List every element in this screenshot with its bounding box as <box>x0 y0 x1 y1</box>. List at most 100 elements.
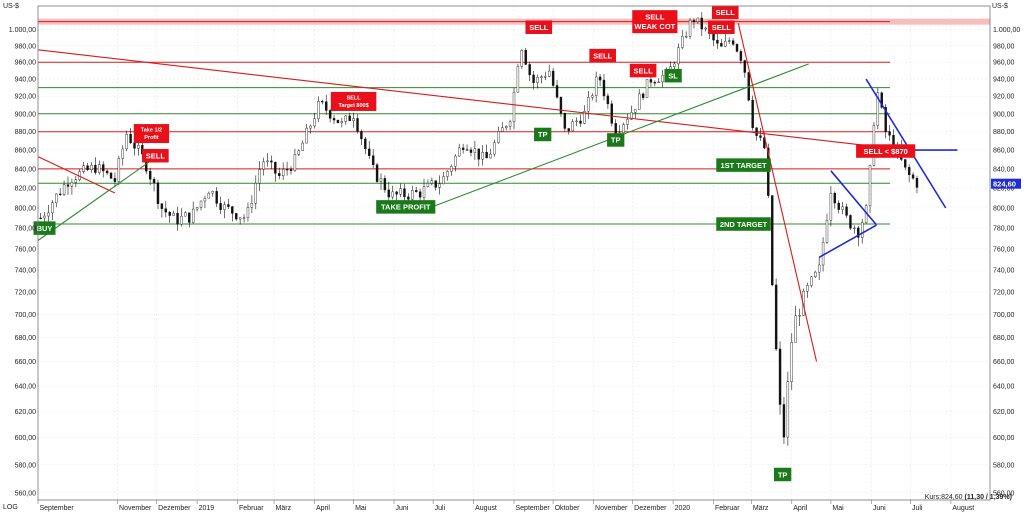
signal-label-box <box>33 221 56 235</box>
candle-body <box>860 222 864 238</box>
candle-body <box>364 138 367 150</box>
signal-label-line: TAKE PROFIT <box>381 203 431 212</box>
y-tick-label-right: 560,00 <box>993 490 1015 497</box>
candle-body <box>853 227 856 229</box>
x-tick-label: März <box>753 505 769 512</box>
y-tick-label-right: 900,00 <box>993 111 1015 118</box>
signal-label-line: SELL <box>146 151 166 160</box>
candle-body <box>504 126 508 129</box>
y-tick-label-left: 820,00 <box>15 186 37 193</box>
y-tick-label-left: 1.000,00 <box>9 27 36 34</box>
candle-body <box>821 242 825 266</box>
signal-label-text: TAKE PROFIT <box>381 203 431 212</box>
candle-body <box>438 183 441 188</box>
candle-body <box>540 76 543 78</box>
candle-body <box>727 40 731 42</box>
signal-label: SELL <box>525 20 553 34</box>
candle-body <box>814 271 817 278</box>
signal-label-box <box>376 200 436 214</box>
candle-body <box>332 118 336 121</box>
signal-label-box <box>856 144 916 158</box>
candle-body <box>313 118 316 127</box>
candle-body <box>43 215 46 219</box>
signal-label-text: SELL <box>712 23 732 32</box>
candle-body <box>602 79 606 97</box>
candle-body <box>62 184 66 195</box>
x-tick-label: Mai <box>832 505 844 512</box>
signal-label-text: TP <box>778 470 788 479</box>
y-tick-label-left: 780,00 <box>15 226 37 233</box>
signal-label: SELL <box>711 5 739 19</box>
candle-body <box>199 200 203 208</box>
candle-body <box>191 208 195 223</box>
candle-body <box>391 191 394 198</box>
candle-body <box>375 164 379 182</box>
candle-body <box>274 161 277 174</box>
x-tick-label: April <box>316 505 330 512</box>
trend-line <box>737 23 818 362</box>
signal-label-line: TP <box>778 470 788 479</box>
candle-body <box>833 192 837 204</box>
x-tick-label: August <box>952 505 974 512</box>
signal-label: 1ST TARGET <box>716 158 771 172</box>
candle-body <box>536 77 539 83</box>
candle-body <box>90 164 93 171</box>
trend-line <box>37 49 907 151</box>
candle-body <box>293 154 297 171</box>
candle-body <box>673 63 676 67</box>
candle-body <box>622 124 625 134</box>
candle-body <box>626 119 629 125</box>
signal-label-line: SELL <box>634 66 654 75</box>
candle-body <box>857 227 860 238</box>
candle-body <box>414 190 418 193</box>
candle-body <box>559 96 563 114</box>
candle-body <box>634 109 637 113</box>
signal-label-text: TP <box>538 130 548 139</box>
signal-label-text: 1ST TARGET <box>720 161 767 170</box>
candle-body <box>442 176 445 185</box>
candle-body <box>281 169 285 177</box>
candle-body <box>399 188 402 195</box>
candle-body <box>778 348 782 405</box>
candle-body <box>66 184 70 187</box>
x-tick-label: Mai <box>355 505 367 512</box>
candle-body <box>430 180 434 184</box>
candle-body <box>532 74 535 83</box>
candle-body <box>102 164 105 172</box>
trend-line <box>818 224 877 259</box>
candle-body <box>868 165 872 206</box>
y-tick-label-left: 920,00 <box>15 94 37 101</box>
signal-label-text: SELL <box>529 23 549 32</box>
candle-body <box>344 115 347 122</box>
candle-body <box>309 125 312 129</box>
y-tick-label-right: 660,00 <box>993 359 1015 366</box>
x-tick-label: März <box>276 505 292 512</box>
x-tick-label: April <box>793 505 807 512</box>
candle-body <box>501 127 504 132</box>
candle-body <box>215 191 218 204</box>
signal-label-box <box>607 133 625 147</box>
candle-body <box>325 101 328 111</box>
y-tick-label-right: 680,00 <box>993 335 1015 342</box>
candle-body <box>731 40 735 45</box>
candle-body <box>825 220 829 243</box>
candle-body <box>489 153 492 159</box>
candle-body <box>755 127 758 136</box>
signal-label-box <box>773 467 792 482</box>
x-tick-label: Juli <box>912 505 923 512</box>
scale-mode-label[interactable]: LOG <box>3 504 18 511</box>
last-price-marker-text: 824,60 <box>993 180 1016 189</box>
signal-label-line: SL <box>668 71 678 80</box>
candle-body <box>137 145 140 149</box>
signal-label: SELL <box>629 63 657 78</box>
candle-body <box>58 193 62 196</box>
candle-body <box>716 39 719 44</box>
candle-body <box>321 101 324 103</box>
candle-body <box>113 178 117 182</box>
candle-body <box>125 133 128 150</box>
x-tick-label: Dezember <box>158 505 191 512</box>
candle-body <box>317 101 320 119</box>
y-tick-label-left: 960,00 <box>15 60 37 67</box>
candle-body <box>223 204 226 210</box>
candle-body <box>594 76 598 96</box>
